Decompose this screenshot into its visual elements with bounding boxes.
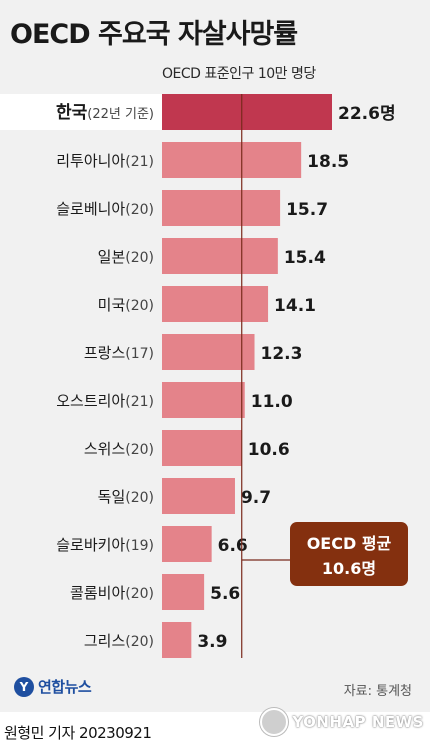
watermark-icon (260, 708, 289, 736)
bar (162, 286, 269, 322)
value-label: 11.0 (251, 392, 293, 412)
value-label: 12.3 (261, 344, 303, 364)
bar (162, 142, 302, 178)
category-label: 슬로베니아(20) (56, 200, 154, 218)
category-label: 리투아니아(21) (56, 152, 154, 170)
logo-text: 연합뉴스 (38, 678, 92, 696)
bar (162, 382, 245, 418)
value-label: 5.6 (210, 584, 240, 604)
bar (162, 430, 242, 466)
bar (162, 334, 255, 370)
category-label: 콜롬비아(20) (70, 584, 154, 602)
category-label: 미국(20) (98, 296, 154, 314)
category-label: 그리스(20) (84, 632, 154, 650)
value-label: 15.7 (286, 200, 328, 220)
average-callout (290, 522, 408, 586)
value-label: 9.7 (241, 488, 271, 508)
chart-subtitle: OECD 표준인구 10만 명당 (162, 66, 316, 82)
average-label-line1: OECD 평균 (307, 534, 392, 553)
bar (162, 238, 278, 274)
chart-title: OECD 주요국 자살사망률 (10, 19, 298, 50)
value-label: 10.6 (248, 440, 290, 460)
bar (162, 478, 235, 514)
bar (162, 94, 332, 130)
value-label: 6.6 (218, 536, 248, 556)
value-label: 18.5 (307, 152, 349, 172)
value-label: 3.9 (197, 632, 227, 652)
bar (162, 190, 281, 226)
category-label: 슬로바키아(19) (56, 536, 154, 554)
highlight-row-bg (0, 94, 162, 130)
value-label: 14.1 (274, 296, 316, 316)
value-label: 22.6명 (338, 104, 396, 124)
bar (162, 574, 205, 610)
category-label: 일본(20) (98, 248, 154, 266)
category-label: 한국(22년 기준) (56, 103, 154, 123)
category-label: 프랑스(17) (84, 344, 154, 362)
source-text: 자료: 통계청 (343, 684, 412, 699)
byline: 원형민 기자 20230921 (4, 724, 152, 742)
average-label-line2: 10.6명 (322, 559, 376, 578)
category-label: 오스트리아(21) (56, 392, 154, 410)
watermark-text: YONHAP NEWS (292, 713, 424, 731)
bar (162, 526, 212, 562)
category-label: 스위스(20) (84, 440, 154, 458)
bar (162, 622, 192, 658)
value-label: 15.4 (284, 248, 326, 268)
yonhap-logo: Y 연합뉴스 (14, 676, 92, 697)
yonhap-news-watermark: YONHAP NEWS (260, 708, 424, 736)
yonhap-logo-icon: Y (14, 676, 34, 697)
category-label: 독일(20) (98, 488, 154, 506)
